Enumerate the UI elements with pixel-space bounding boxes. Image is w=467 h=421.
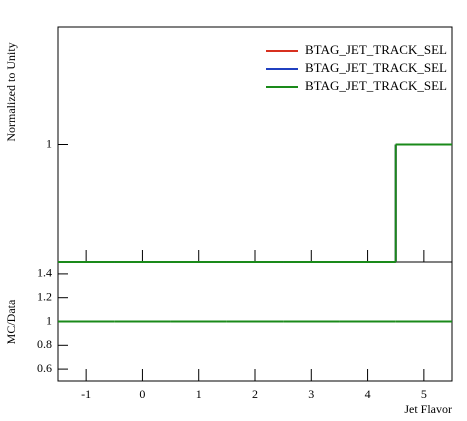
y-tick-label: 1	[46, 313, 52, 327]
y-tick-label: 0.6	[37, 361, 52, 375]
x-tick-label: -1	[81, 387, 91, 401]
y-axis-label: Normalized to Unity	[4, 42, 18, 141]
x-tick-label: 2	[252, 387, 258, 401]
x-tick-label: 1	[196, 387, 202, 401]
y-tick-label: 1.2	[37, 289, 52, 303]
x-axis-label: Jet Flavor	[404, 402, 452, 416]
legend-label: BTAG_JET_TRACK_SEL	[305, 42, 447, 57]
y-axis-label: MC/Data	[4, 299, 18, 344]
y-tick-label: 1	[46, 136, 52, 150]
x-tick-label: 0	[139, 387, 145, 401]
y-tick-label: 1.4	[37, 266, 52, 280]
x-tick-label: 3	[308, 387, 314, 401]
legend-label: BTAG_JET_TRACK_SEL	[305, 60, 447, 75]
x-tick-label: 5	[421, 387, 427, 401]
y-tick-label: 0.8	[37, 337, 52, 351]
legend-label: BTAG_JET_TRACK_SEL	[305, 78, 447, 93]
x-tick-label: 4	[365, 387, 371, 401]
